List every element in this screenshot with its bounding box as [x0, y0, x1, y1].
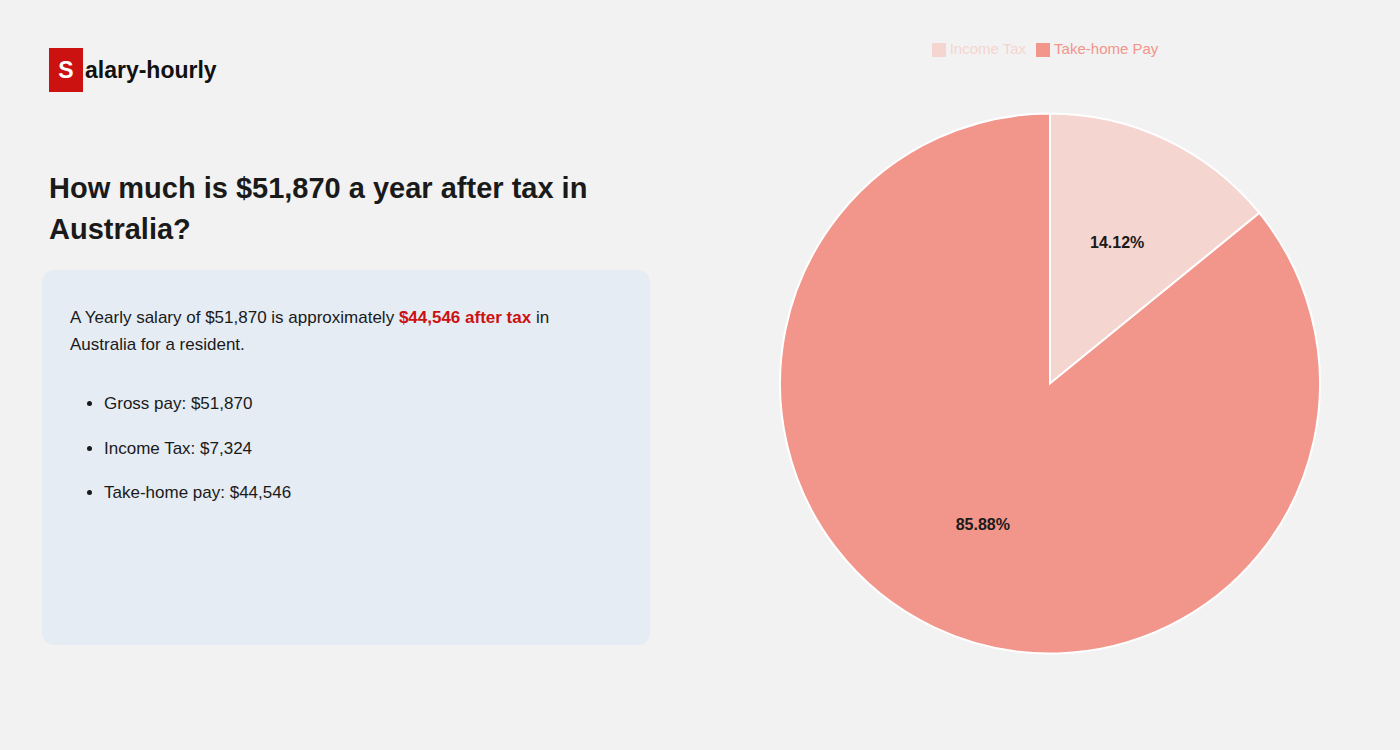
html-text:Income Tax: $7,324: Income Tax: $7,324: [104, 438, 253, 458]
html-text:A Yearly salary of $51,870 is: A Yearly salary of $51,870 is approximat…: [70, 308, 550, 327]
html-text:alary-hourly: alary-hourly: [85, 56, 217, 83]
html-text:How much is $51,870 a year aft: How much is $51,870 a year after tax in …: [49, 172, 588, 245]
svg-text:85.88%: 85.88%: [956, 516, 1010, 533]
html-text:Take-home pay: $44,546: Take-home pay: $44,546: [104, 482, 292, 502]
svg-text:14.12%: 14.12%: [1090, 234, 1144, 251]
html-text:Take-home Pay: Take-home Pay: [1054, 40, 1159, 57]
html-text:Australia for a resident.: Australia for a resident.: [70, 335, 245, 355]
html-text:Income Tax: Income Tax: [949, 40, 1027, 57]
html-text:Gross pay: $51,870: Gross pay: $51,870: [104, 394, 253, 414]
html-text:S: S: [58, 56, 74, 83]
